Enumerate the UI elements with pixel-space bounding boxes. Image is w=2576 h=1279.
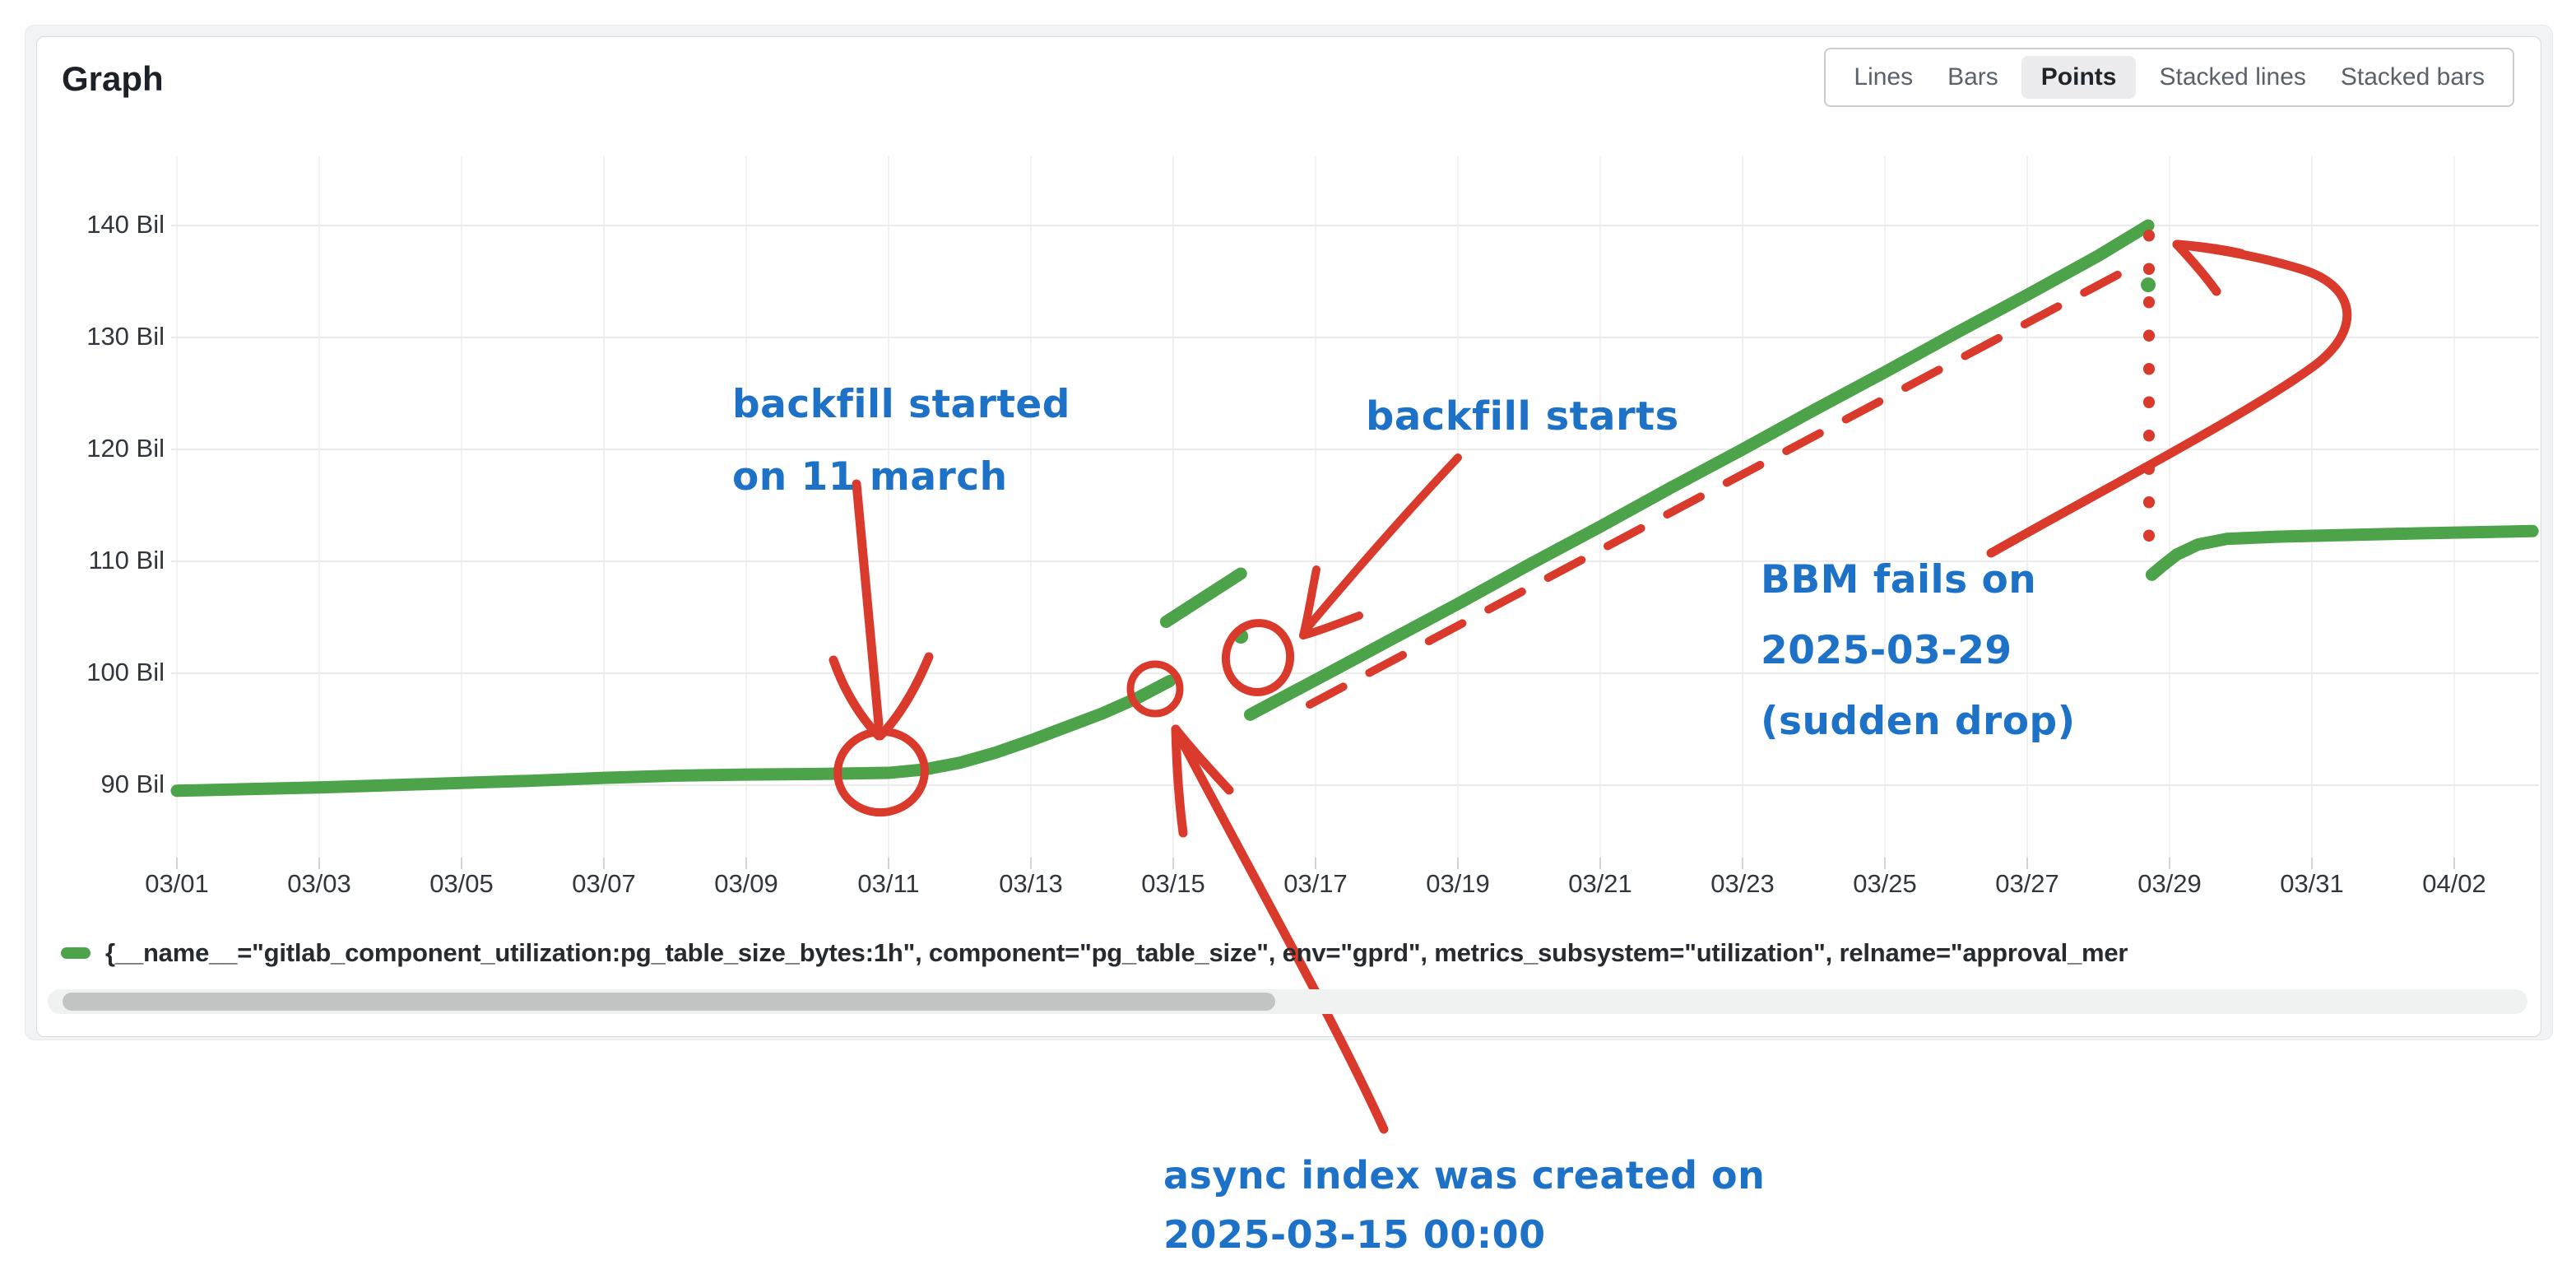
horizontal-scrollbar-track[interactable] bbox=[48, 989, 2527, 1014]
legend-series-swatch-icon bbox=[61, 947, 91, 959]
y-tick-label: 140 Bil bbox=[86, 210, 165, 239]
x-tick-label: 03/17 bbox=[1283, 869, 1348, 898]
x-tick-label: 03/27 bbox=[1995, 869, 2059, 898]
x-tick-label: 03/19 bbox=[1426, 869, 1490, 898]
x-tick-label: 04/02 bbox=[2422, 869, 2486, 898]
y-tick-label: 90 Bil bbox=[100, 770, 165, 798]
x-tick-label: 03/11 bbox=[857, 869, 920, 898]
legend-series-label: {__name__="gitlab_component_utilization:… bbox=[105, 938, 2128, 967]
mode-points[interactable]: Points bbox=[2021, 56, 2137, 99]
x-tick-label: 03/21 bbox=[1568, 869, 1632, 898]
x-tick-label: 03/23 bbox=[1710, 869, 1775, 898]
x-tick-label: 03/07 bbox=[572, 869, 636, 898]
y-tick-label: 100 Bil bbox=[86, 658, 165, 686]
mode-stacked-lines[interactable]: Stacked lines bbox=[2147, 58, 2317, 96]
x-tick-label: 03/05 bbox=[429, 869, 494, 898]
legend-item[interactable]: {__name__="gitlab_component_utilization:… bbox=[61, 938, 2517, 968]
page-title: Graph bbox=[62, 59, 164, 98]
horizontal-scrollbar-thumb[interactable] bbox=[63, 993, 1275, 1011]
x-tick-label: 03/25 bbox=[1853, 869, 1917, 898]
mode-lines[interactable]: Lines bbox=[1842, 58, 1924, 96]
x-tick-label: 03/13 bbox=[999, 869, 1063, 898]
x-tick-label: 03/09 bbox=[714, 869, 778, 898]
x-tick-label: 03/15 bbox=[1141, 869, 1205, 898]
note-async-index: async index was created on 2025-03-15 00… bbox=[1163, 1153, 1766, 1257]
x-tick-label: 03/01 bbox=[145, 869, 209, 898]
mode-toolbar: Lines Bars Points Stacked lines Stacked bars bbox=[1824, 48, 2514, 107]
x-tick-label: 03/29 bbox=[2137, 869, 2202, 898]
x-tick-label: 03/31 bbox=[2280, 869, 2344, 898]
mode-bars[interactable]: Bars bbox=[1936, 58, 2010, 96]
x-tick-label: 03/03 bbox=[287, 869, 351, 898]
y-tick-label: 120 Bil bbox=[86, 434, 165, 463]
y-tick-label: 130 Bil bbox=[86, 322, 165, 351]
y-tick-label: 110 Bil bbox=[88, 546, 165, 574]
mode-stacked-bars[interactable]: Stacked bars bbox=[2329, 58, 2496, 96]
